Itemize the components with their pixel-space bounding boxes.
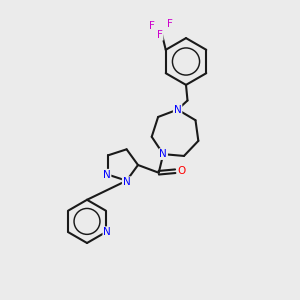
Text: N: N [159,149,167,159]
Text: F: F [167,19,173,29]
Text: O: O [178,166,186,176]
Text: N: N [103,170,110,180]
Text: N: N [174,105,182,115]
Text: F: F [157,30,163,40]
Text: N: N [103,227,111,237]
Text: F: F [149,21,155,31]
Text: N: N [123,177,130,187]
